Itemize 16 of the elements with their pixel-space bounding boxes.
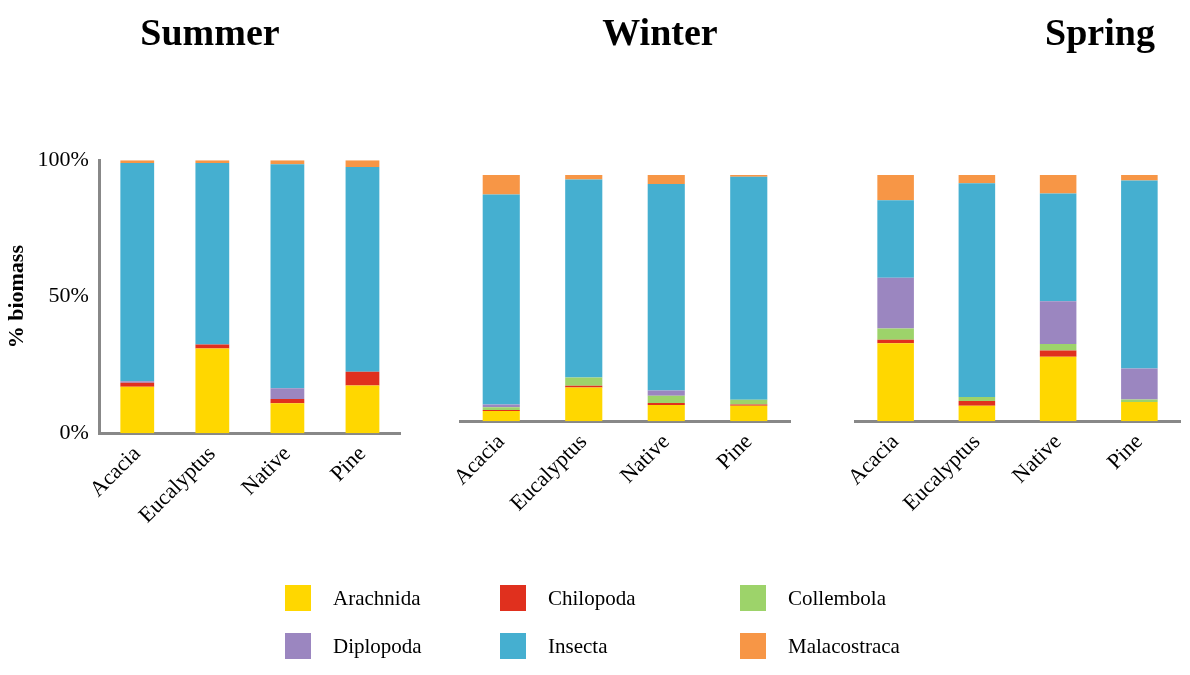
y-axis-title: % biomass — [2, 244, 28, 349]
legend-label: Diplopoda — [333, 633, 422, 659]
legend-label: Arachnida — [333, 585, 421, 611]
legend-label: Collembola — [788, 585, 886, 611]
y-tick-label: 100% — [37, 145, 89, 171]
legend-label: Insecta — [548, 633, 608, 659]
chart-title: Summer — [139, 10, 281, 54]
x-tick-label: Pine — [324, 440, 371, 486]
y-tick-label: 50% — [48, 282, 89, 308]
legend-label: Chilopoda — [548, 585, 636, 611]
x-tick-label: Pine — [1101, 428, 1147, 474]
y-tick-label: 0% — [59, 418, 89, 444]
chart-title: Spring — [1044, 10, 1156, 54]
chart-title: Winter — [601, 10, 719, 54]
legend-label: Malacostraca — [788, 633, 900, 659]
x-tick-label: Pine — [711, 428, 757, 474]
